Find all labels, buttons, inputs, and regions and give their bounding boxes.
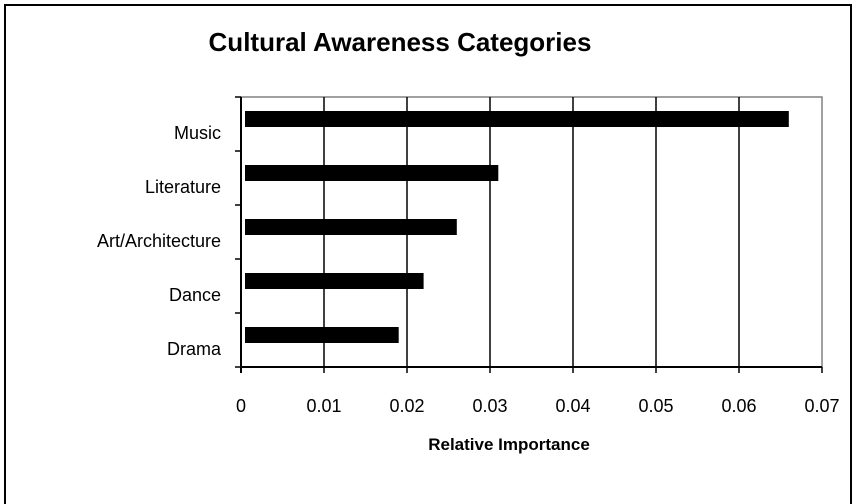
category-label: Art/Architecture	[97, 231, 221, 251]
category-label: Literature	[145, 177, 221, 197]
category-label: Drama	[167, 339, 222, 359]
chart-title: Cultural Awareness Categories	[209, 27, 592, 57]
x-tick-label: 0	[236, 396, 246, 416]
category-label: Music	[174, 123, 221, 143]
x-tick-label: 0.06	[721, 396, 756, 416]
x-tick-label: 0.07	[804, 396, 839, 416]
bar-chart: Cultural Awareness Categories 0 0.01 0.02 0…	[97, 27, 840, 454]
category-label: Dance	[169, 285, 221, 305]
x-tick-label: 0.04	[555, 396, 590, 416]
bar	[245, 219, 457, 235]
x-tick-label: 0.01	[306, 396, 341, 416]
bar	[245, 273, 424, 289]
x-tick-label: 0.05	[638, 396, 673, 416]
x-axis-label: Relative Importance	[428, 435, 590, 454]
bar	[245, 111, 789, 127]
chart-frame	[4, 4, 852, 504]
x-tick-label: 0.02	[389, 396, 424, 416]
bar	[245, 327, 399, 343]
bar	[245, 165, 499, 181]
x-tick-label: 0.03	[472, 396, 507, 416]
plot-area: 0 0.01 0.02 0.03 0.04 0.05 0.06 0.07 Music Litera…	[97, 96, 840, 416]
